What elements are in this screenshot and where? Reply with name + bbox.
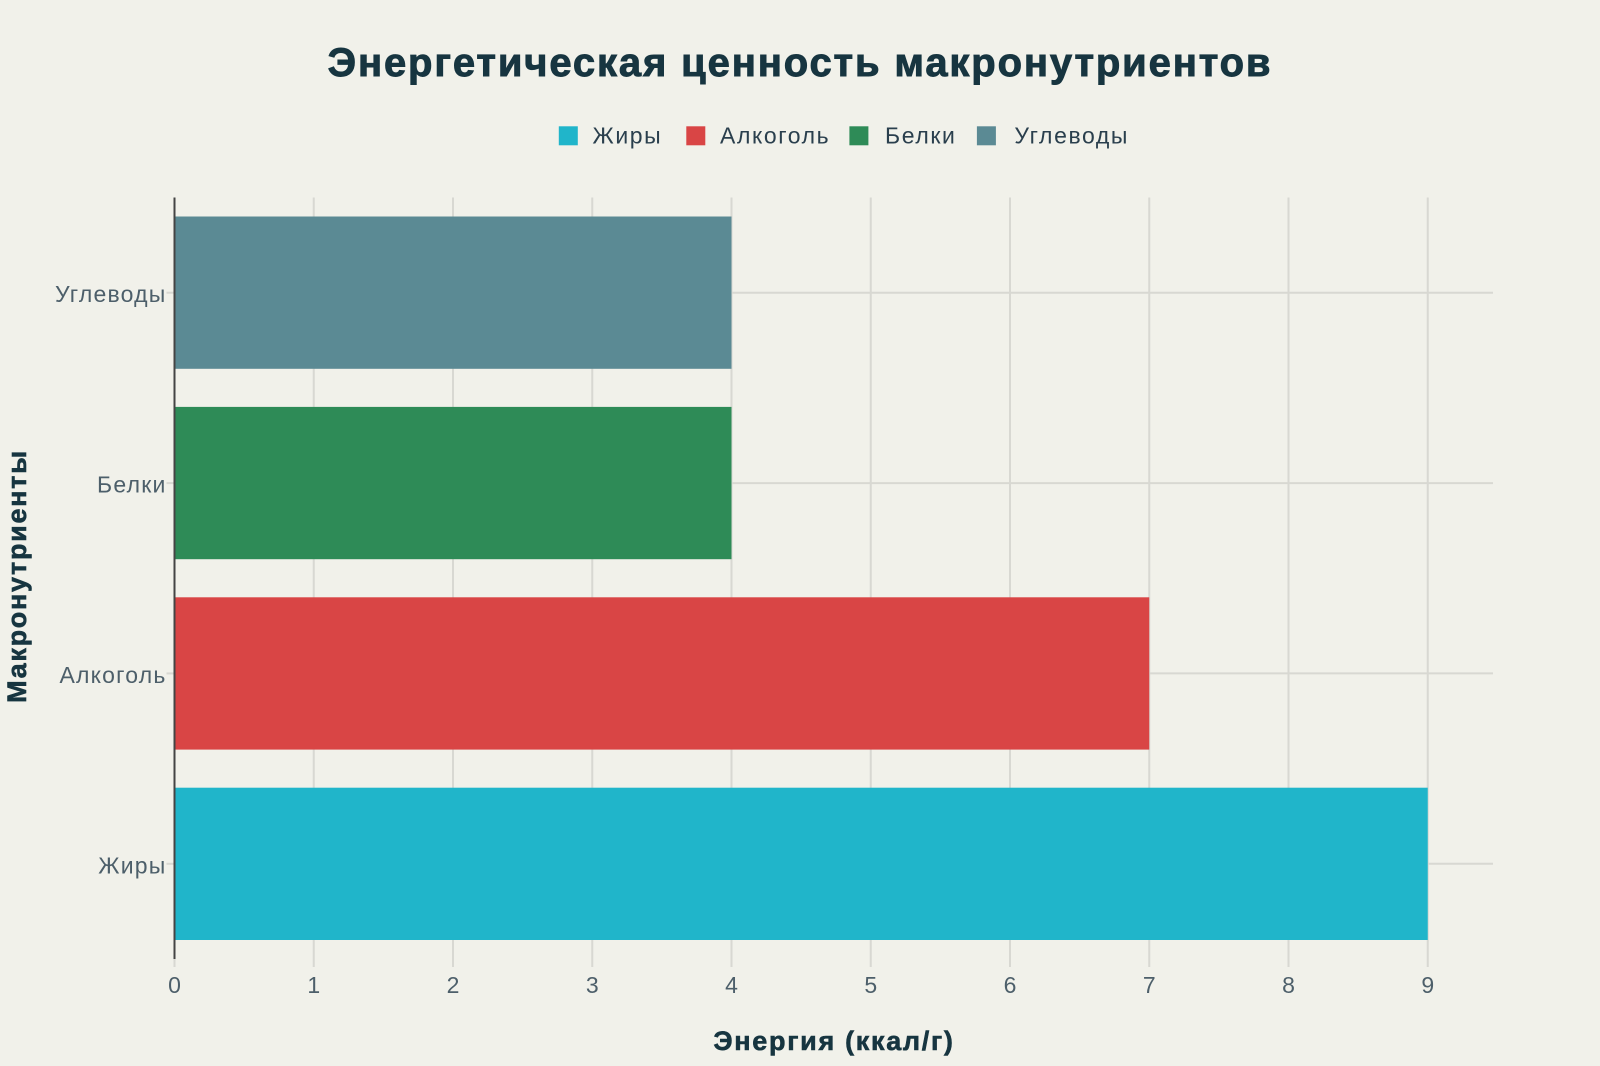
svg-text:1: 1 bbox=[307, 972, 320, 998]
svg-text:Энергия (ккал/г): Энергия (ккал/г) bbox=[713, 1026, 954, 1056]
svg-text:Алкоголь: Алкоголь bbox=[720, 123, 830, 149]
svg-text:6: 6 bbox=[1004, 972, 1017, 998]
svg-text:Жиры: Жиры bbox=[98, 852, 166, 878]
svg-text:9: 9 bbox=[1421, 972, 1434, 998]
svg-text:8: 8 bbox=[1282, 972, 1295, 998]
svg-text:Макронутриенты: Макронутриенты bbox=[2, 449, 32, 703]
svg-text:2: 2 bbox=[447, 972, 460, 998]
svg-text:5: 5 bbox=[864, 972, 877, 998]
svg-text:Алкоголь: Алкоголь bbox=[59, 662, 166, 688]
svg-text:Углеводы: Углеводы bbox=[1014, 123, 1129, 149]
svg-text:Белки: Белки bbox=[885, 123, 956, 149]
svg-text:Энергетическая ценность макрон: Энергетическая ценность макронутриентов bbox=[328, 41, 1273, 85]
svg-text:0: 0 bbox=[168, 972, 181, 998]
svg-text:Жиры: Жиры bbox=[593, 123, 663, 149]
svg-text:7: 7 bbox=[1143, 972, 1156, 998]
svg-text:3: 3 bbox=[586, 972, 599, 998]
svg-text:Белки: Белки bbox=[97, 472, 166, 498]
svg-text:Углеводы: Углеводы bbox=[55, 281, 166, 307]
svg-text:4: 4 bbox=[725, 972, 738, 998]
